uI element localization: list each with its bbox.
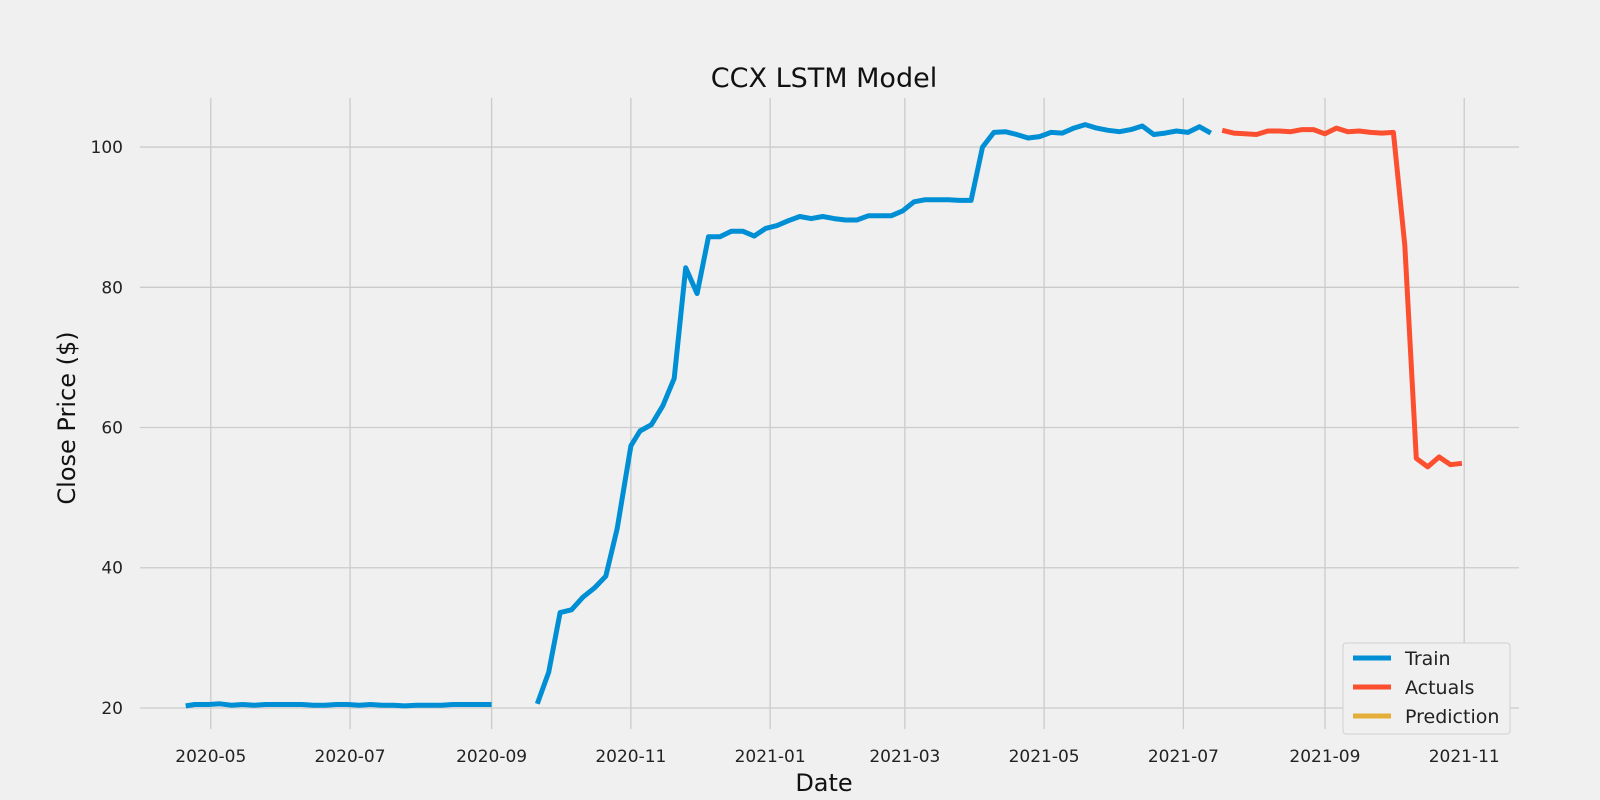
x-tick-label: 2021-07 xyxy=(1148,747,1219,767)
series-layer xyxy=(185,122,1463,709)
x-tick-label: 2021-03 xyxy=(869,747,940,767)
y-axis: 20 40 60 80 100 xyxy=(91,138,123,719)
x-tick-label: 2021-05 xyxy=(1009,747,1080,767)
x-tick-label: 2020-05 xyxy=(175,747,246,767)
series-line-train xyxy=(185,701,492,709)
x-tick-label: 2021-01 xyxy=(735,747,806,767)
x-axis: 2020-05 2020-07 2020-09 2020-11 2021-01 2021-… xyxy=(175,747,1499,767)
x-axis-title: Date xyxy=(795,769,852,797)
grid xyxy=(140,98,1519,729)
legend-label-actuals: Actuals xyxy=(1405,677,1474,699)
x-tick-label: 2020-09 xyxy=(456,747,527,767)
y-tick-label: 20 xyxy=(101,699,123,719)
chart-title: CCX LSTM Model xyxy=(711,63,937,94)
legend-label-prediction: Prediction xyxy=(1405,706,1499,728)
y-tick-label: 80 xyxy=(101,278,123,298)
x-tick-label: 2021-11 xyxy=(1429,747,1500,767)
x-tick-label: 2021-09 xyxy=(1289,747,1360,767)
x-tick-label: 2020-07 xyxy=(315,747,386,767)
series-line-train xyxy=(534,122,1213,705)
series-line-actuals xyxy=(1221,125,1463,470)
y-tick-label: 40 xyxy=(101,559,123,579)
y-axis-title: Close Price ($) xyxy=(53,331,81,504)
legend-box xyxy=(1342,642,1511,735)
x-tick-label: 2020-11 xyxy=(595,747,666,767)
legend-label-train: Train xyxy=(1404,648,1451,670)
legend: Train Actuals Prediction xyxy=(1342,642,1511,735)
y-tick-label: 60 xyxy=(101,419,123,439)
y-tick-label: 100 xyxy=(91,138,123,158)
